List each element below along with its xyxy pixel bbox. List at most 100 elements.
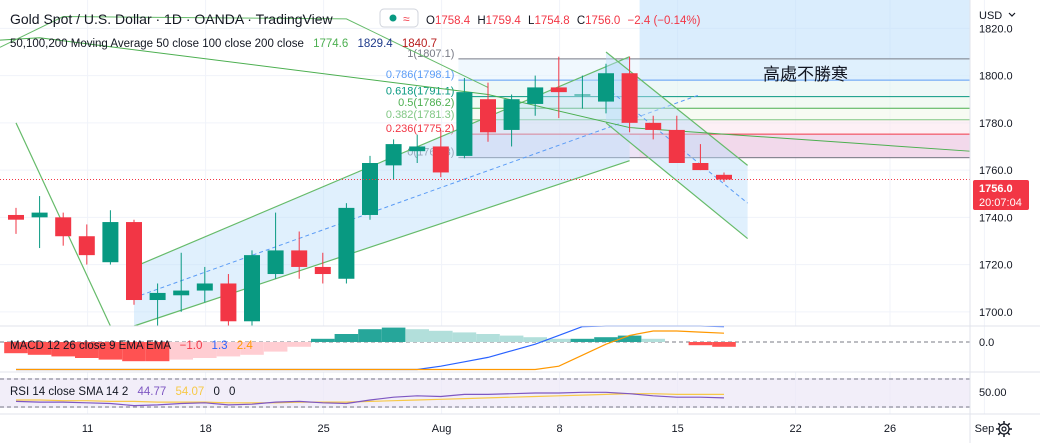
rsi-legend[interactable]: RSI 14 close SMA 14 2 44.77 54.07 0 0 [10, 386, 235, 398]
time-tick-label: 15 [671, 423, 683, 435]
candle-body [692, 163, 709, 171]
fib-zone [458, 108, 970, 120]
macd-histogram-bar [476, 334, 500, 342]
candle-body [409, 146, 426, 152]
macd-legend[interactable]: MACD 12 26 close 9 EMA EMA −1.0 1.3 2.4 [10, 340, 253, 352]
price-tick-label: 1780.0 [979, 118, 1013, 130]
candle-body [503, 99, 520, 130]
settings-gear-icon[interactable] [996, 421, 1012, 437]
price-tick-label: 1760.0 [979, 165, 1013, 177]
time-tick-label: 22 [789, 423, 801, 435]
candle-body [314, 266, 331, 275]
price-tick-label: 1820.0 [979, 23, 1013, 35]
current-price-tag [973, 180, 1029, 210]
fib-level-label: 0.786(1798.1) [386, 69, 455, 81]
candle-body [716, 174, 732, 180]
candle-body [220, 283, 237, 322]
time-tick-label: 26 [884, 423, 896, 435]
candle-body [480, 99, 496, 133]
candle-body [126, 222, 142, 301]
macd-histogram-bar [98, 342, 123, 360]
macd-histogram-bar [594, 337, 618, 342]
macd-histogram-bar [287, 342, 311, 347]
macd-histogram-bar [169, 342, 193, 360]
rsi-level-label: 50.00 [979, 387, 1007, 399]
time-axis[interactable]: 11 18 25 Aug 8 15 22 26 Sep [82, 423, 994, 435]
candle-body [432, 146, 449, 173]
candle-body [338, 207, 355, 279]
candle-body [31, 212, 48, 218]
rsi-pane [0, 378, 970, 408]
macd-histogram-bar [617, 335, 642, 342]
candlestick-series [8, 56, 732, 326]
ma-long-line [0, 16, 489, 88]
fib-level-label: 1(1807.1) [407, 48, 454, 60]
candle-body [291, 250, 308, 267]
fib-level-label: 0.236(1775.2) [386, 123, 455, 135]
fib-zone [458, 96, 970, 109]
macd-histogram-bar [51, 342, 75, 357]
macd-histogram-bar [499, 335, 524, 342]
fib-level-label: 0.618(1791.1) [386, 86, 455, 98]
candle-body [78, 236, 95, 256]
currency-label[interactable]: USD [979, 10, 1002, 22]
macd-histogram-bar [547, 338, 571, 342]
candle-body [267, 250, 284, 275]
price-tick-label: 1740.0 [979, 212, 1013, 224]
macd-zero-label: 0.0 [979, 337, 994, 349]
fib-zone [458, 134, 970, 158]
candle-body [668, 129, 685, 163]
indicator-toggle-icon[interactable]: ≈ [379, 8, 419, 28]
svg-text:≈: ≈ [403, 12, 410, 26]
candle-body [645, 122, 662, 130]
macd-histogram-bar [4, 342, 28, 354]
macd-histogram-bar [452, 332, 477, 342]
time-tick-label: 18 [199, 423, 211, 435]
chevron-down-icon[interactable] [1008, 12, 1016, 17]
candle-body [550, 87, 567, 93]
macd-histogram-bar [122, 342, 146, 362]
time-tick-label: 11 [82, 423, 93, 435]
rsi-line [15, 391, 725, 407]
time-tick-label: 25 [317, 423, 329, 435]
price-axis[interactable]: 1820.0 1800.0 1780.0 1760.0 1740.0 1720.0 1700… [979, 23, 1013, 318]
macd-histogram-bar [193, 342, 217, 358]
macd-histogram-bar [570, 338, 595, 342]
macd-histogram-bar [145, 342, 170, 362]
uptrend-channel-median [133, 94, 701, 299]
fib-zone [458, 119, 970, 135]
chart-annotation[interactable]: 高處不勝寒 [763, 65, 848, 84]
symbol-title[interactable]: Gold Spot / U.S. Dollar · 1D · OANDA · T… [10, 11, 334, 27]
ohlc-readout: O1758.4 H1759.4 L1754.8 C1756.0 −2.4 (−0… [426, 15, 701, 27]
price-tick-label: 1700.0 [979, 307, 1013, 319]
current-price-label: 1756.0 [979, 183, 1013, 195]
macd-histogram-bar [311, 338, 335, 342]
macd-histogram-bar [263, 342, 288, 352]
candle-body [385, 144, 402, 166]
macd-signal-line [16, 330, 725, 371]
macd-histogram-bar [381, 327, 406, 342]
uptrend-channel-upper [133, 56, 630, 268]
ma-legend[interactable]: 50,100,200 Moving Average 50 close 100 c… [10, 38, 437, 50]
candle-body [574, 94, 591, 96]
macd-histogram-bar [405, 329, 429, 342]
fib-level-label: 0.382(1781.3) [386, 109, 455, 121]
macd-histogram-bar [641, 338, 665, 342]
macd-histogram-bar [429, 330, 453, 342]
fib-zone [458, 80, 970, 97]
candle-body [527, 87, 544, 104]
candle-body [362, 163, 378, 215]
time-tick-label: Aug [432, 423, 452, 435]
bar-countdown: 20:07:04 [979, 197, 1022, 209]
candle-body [102, 222, 119, 263]
macd-histogram-bar [712, 342, 736, 347]
price-tick-label: 1720.0 [979, 260, 1013, 272]
macd-histogram-bar [688, 342, 713, 346]
candle-body [55, 217, 72, 237]
rsi-sma-line [16, 393, 724, 404]
macd-histogram-bar [216, 342, 241, 357]
candle-body [598, 73, 614, 102]
macd-histogram-bar [240, 342, 264, 355]
macd-histogram-bar [334, 334, 359, 342]
